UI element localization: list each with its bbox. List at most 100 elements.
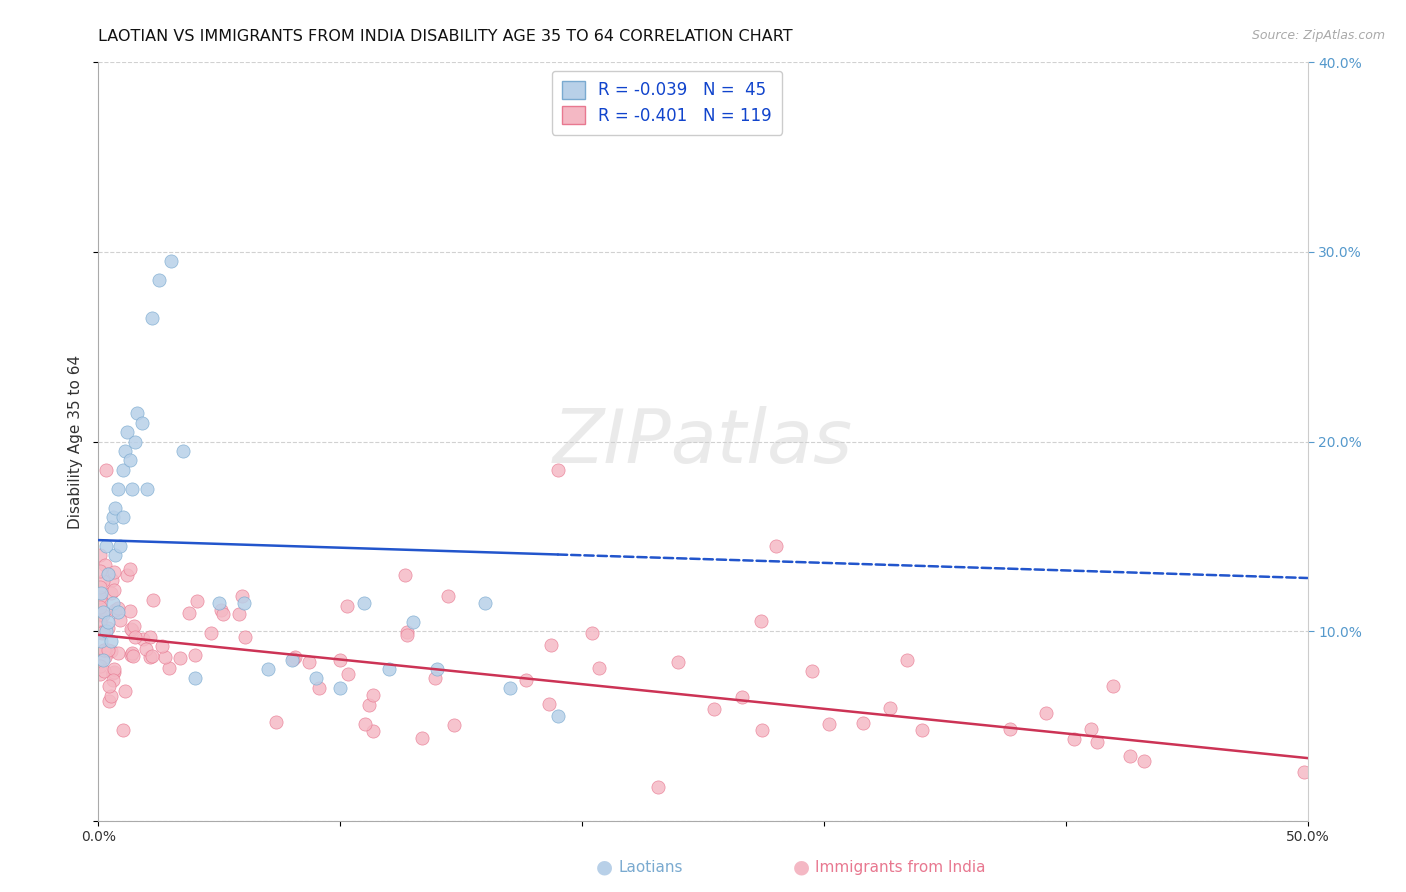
Point [1292,765,1315,780]
Text: Source: ZipAtlas.com: Source: ZipAtlas.com [1251,29,1385,42]
Point [91,624,114,639]
Point [124,434,146,449]
Point [142,592,165,607]
Point [115,568,138,582]
Point [91,605,114,619]
Point [281,651,304,665]
Point [93,643,115,657]
Point [97,567,120,582]
Point [91,608,114,623]
Point [91,626,114,640]
Point [117,425,139,439]
Point [172,444,194,458]
Point [169,651,191,665]
Point [474,596,496,610]
Point [107,605,129,619]
Point [94,539,117,553]
Point [103,665,125,680]
Point [298,655,321,669]
Text: ●: ● [596,857,613,877]
Point [361,724,384,739]
Point [94,650,117,665]
Text: Laotians: Laotians [619,860,683,874]
Point [228,607,250,621]
Point [208,596,231,610]
Point [124,630,146,644]
Point [90,633,112,648]
Point [90,594,112,608]
Point [1102,679,1125,693]
Point [1063,731,1085,746]
Point [101,673,124,687]
Point [157,661,180,675]
Point [425,671,447,685]
Point [308,681,330,695]
Point [121,646,143,660]
Point [515,673,537,688]
Legend: R = -0.039   N =  45, R = -0.401   N = 119: R = -0.039 N = 45, R = -0.401 N = 119 [551,70,782,135]
Point [1035,706,1057,721]
Point [817,717,839,731]
Point [305,672,328,686]
Point [104,500,127,515]
Point [498,681,520,695]
Point [101,666,124,681]
Text: ●: ● [793,857,810,877]
Point [131,416,153,430]
Point [138,650,160,665]
Point [135,482,157,496]
Point [107,482,129,496]
Point [120,604,142,618]
Point [111,463,134,477]
Point [103,603,125,617]
Point [731,690,754,704]
Point [1080,722,1102,736]
Point [141,311,163,326]
Point [101,596,124,610]
Text: Immigrants from India: Immigrants from India [815,860,986,874]
Point [89,615,111,629]
Point [437,589,460,603]
Point [765,539,787,553]
Point [122,618,145,632]
Point [138,630,160,644]
Point [281,652,304,666]
Point [283,650,305,665]
Point [103,662,125,676]
Point [121,623,143,637]
Point [184,672,207,686]
Point [896,653,918,667]
Point [108,539,131,553]
Point [395,625,418,640]
Point [127,406,149,420]
Point [89,625,111,640]
Point [94,624,117,639]
Point [141,649,163,664]
Point [394,567,416,582]
Point [103,565,125,579]
Point [118,562,141,576]
Text: LAOTIAN VS IMMIGRANTS FROM INDIA DISABILITY AGE 35 TO 64 CORRELATION CHART: LAOTIAN VS IMMIGRANTS FROM INDIA DISABIL… [98,29,793,44]
Point [131,632,153,647]
Point [588,661,610,675]
Point [200,626,222,640]
Point [426,662,449,676]
Point [547,463,569,477]
Point [100,520,122,534]
Point [100,633,122,648]
Point [354,716,377,731]
Point [212,607,235,621]
Point [101,510,124,524]
Point [160,254,183,268]
Point [751,614,773,628]
Point [90,586,112,600]
Point [402,615,425,629]
Point [91,624,114,639]
Point [336,599,359,613]
Point [111,723,134,737]
Point [91,652,114,666]
Point [118,453,141,467]
Point [103,583,125,598]
Point [547,709,569,723]
Point [232,596,254,610]
